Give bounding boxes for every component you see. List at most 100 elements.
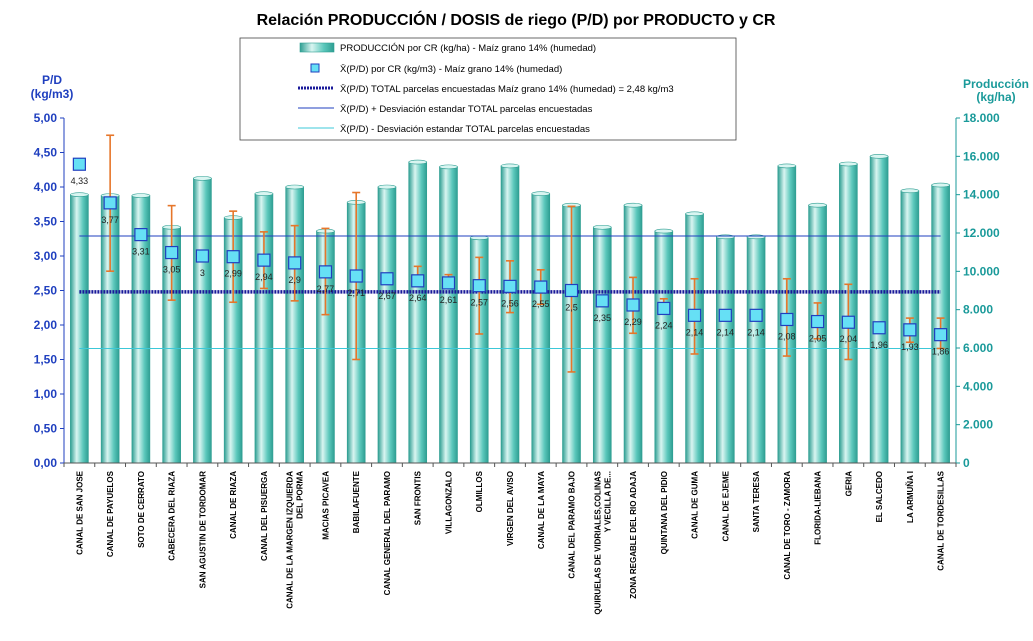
- category-label: CANAL DE LA MARGEN IZQUIERDA: [286, 471, 295, 609]
- pd-data-label: 3,05: [163, 265, 181, 275]
- y-right-tick-label: 8.000: [963, 303, 993, 317]
- y-left-tick-label: 2,50: [34, 284, 58, 298]
- legend-swatch-production: [299, 42, 335, 53]
- pd-marker: [318, 265, 333, 279]
- category-label: CANAL DEL PARAMO BAJO: [568, 471, 577, 579]
- production-bar-top: [531, 191, 551, 197]
- pd-data-label: 2,77: [317, 284, 335, 294]
- production-bar-top: [131, 193, 151, 198]
- legend-item-production: PRODUCCIÓN por CR (kg/ha) - Maíz grano 1…: [340, 43, 596, 54]
- pd-marker: [411, 274, 425, 288]
- category-label: CANAL DE TORDESILLAS: [937, 470, 946, 570]
- category-label: SAN AGUSTIN DE TORDOMAR: [198, 471, 207, 589]
- y-left-tick-label: 1,00: [34, 387, 58, 401]
- production-bar: [623, 204, 643, 464]
- production-bar-top: [70, 192, 89, 197]
- y-left-axis-title-line1: P/D: [42, 73, 62, 87]
- pd-data-label: 2,56: [501, 298, 519, 308]
- pd-marker: [472, 279, 486, 293]
- y-left-tick-label: 0,50: [34, 422, 58, 436]
- category-label: CANAL DE RIAZA: [229, 471, 238, 539]
- pd-data-label: 3,77: [101, 215, 119, 225]
- production-bar-top: [500, 163, 520, 169]
- category-label: CABECERA DEL RIAZA: [168, 471, 177, 561]
- pd-data-label: 2,29: [624, 317, 642, 327]
- legend-item-plus-sd: X̄(P/D) + Desviación estandar TOTAL parc…: [340, 104, 593, 115]
- pd-data-label: 2,71: [347, 288, 365, 298]
- production-bar-top: [839, 161, 858, 167]
- category-label: CANAL DE EJEME: [721, 470, 730, 541]
- category-label: LA ARMUÑA I: [906, 471, 915, 523]
- legend-item-pd: X̄(P/D) por CR (kg/m3) - Maíz grano 14% …: [340, 64, 562, 75]
- legend-swatch-pd: [310, 63, 320, 73]
- production-bar-top: [193, 176, 212, 181]
- pd-marker: [841, 315, 855, 329]
- production-bar-top: [408, 159, 428, 165]
- y-left-tick-label: 3,00: [34, 249, 58, 263]
- legend-item-total: X̄(P/D) TOTAL parcelas encuestadas Maíz …: [340, 84, 674, 95]
- production-bar-top: [285, 184, 304, 190]
- pd-data-label: 2,04: [840, 334, 858, 344]
- production-bar-top: [654, 228, 674, 234]
- category-label: Y VECILLA DE...: [603, 471, 612, 532]
- category-label: MACIAS PICAVEA: [321, 471, 330, 540]
- pd-marker: [103, 196, 117, 210]
- y-left-tick-label: 5,00: [34, 111, 58, 125]
- y-right-tick-label: 16.000: [963, 149, 1000, 163]
- production-bar: [592, 226, 612, 464]
- pd-marker: [872, 321, 886, 335]
- category-label: ZONA REGABLE DEL RIO ADAJA: [629, 471, 638, 599]
- pd-marker: [349, 269, 363, 283]
- category-label: BABILAFUENTE: [352, 470, 361, 533]
- category-label: CANAL DE LA MAYA: [537, 471, 546, 549]
- pd-data-label: 2,9: [288, 275, 301, 285]
- y-right-tick-label: 0: [963, 456, 970, 470]
- pd-data-label: 2,5: [565, 303, 578, 313]
- pd-data-label: 2,14: [717, 327, 735, 337]
- production-bar: [716, 236, 735, 464]
- category-labels: CANAL DE SAN JOSE CANAL DE PAYUELOS SOTO D…: [75, 470, 945, 614]
- production-bar-top: [685, 211, 704, 217]
- pd-data-label: 2,05: [809, 334, 827, 344]
- pd-data-label: 1,96: [870, 340, 888, 350]
- production-bar-top: [439, 164, 458, 170]
- category-label: CANAL GENERAL DEL PARAMO: [383, 471, 392, 595]
- pd-marker: [257, 253, 271, 267]
- pd-data-label: 2,55: [532, 299, 550, 309]
- y-left-axis-title-line2: (kg/m3): [31, 87, 74, 101]
- category-label: OLMILLOS: [475, 470, 484, 512]
- category-label: VILLAGONZALO: [444, 471, 453, 534]
- pd-data-label: 2,94: [255, 272, 273, 282]
- category-label: DEL PORMA: [296, 471, 305, 519]
- legend: PRODUCCIÓN por CR (kg/ha) - Maíz grano 1…: [239, 37, 737, 141]
- pd-marker: [134, 228, 148, 242]
- pd-marker: [903, 323, 917, 337]
- pd-data-label: 4,33: [71, 176, 89, 186]
- pd-data-label: 2,67: [378, 291, 396, 301]
- category-label: QUIRUELAS DE VIDRIALES,COLINAS: [593, 470, 602, 614]
- pd-marker: [718, 308, 732, 322]
- production-bar-top: [746, 234, 766, 240]
- production-bar-top: [254, 191, 274, 197]
- production-bar: [869, 156, 889, 464]
- category-label: CANAL DE TORO - ZAMORA: [783, 471, 792, 580]
- pd-marker: [780, 312, 794, 327]
- y-right-tick-label: 6.000: [963, 341, 993, 355]
- production-bar: [746, 236, 766, 464]
- pd-marker: [380, 272, 394, 286]
- production-bar-top: [716, 234, 735, 240]
- production-bar-top: [900, 188, 920, 194]
- pd-marker: [441, 276, 456, 290]
- production-bar: [408, 161, 428, 464]
- y-right-tick-label: 12.000: [963, 226, 1000, 240]
- pd-marker: [503, 279, 517, 293]
- production-bar: [654, 230, 674, 464]
- production-bar-top: [592, 224, 612, 230]
- category-label: VIRGEN DEL AVISO: [506, 471, 515, 546]
- category-label: SAN FRONTIS: [414, 470, 423, 525]
- y-right-tick-label: 4.000: [963, 379, 993, 393]
- pd-data-label: 3,31: [132, 247, 150, 257]
- pd-marker: [934, 328, 948, 342]
- chart-title: Relación PRODUCCIÓN / DOSIS de riego (P/…: [257, 10, 776, 29]
